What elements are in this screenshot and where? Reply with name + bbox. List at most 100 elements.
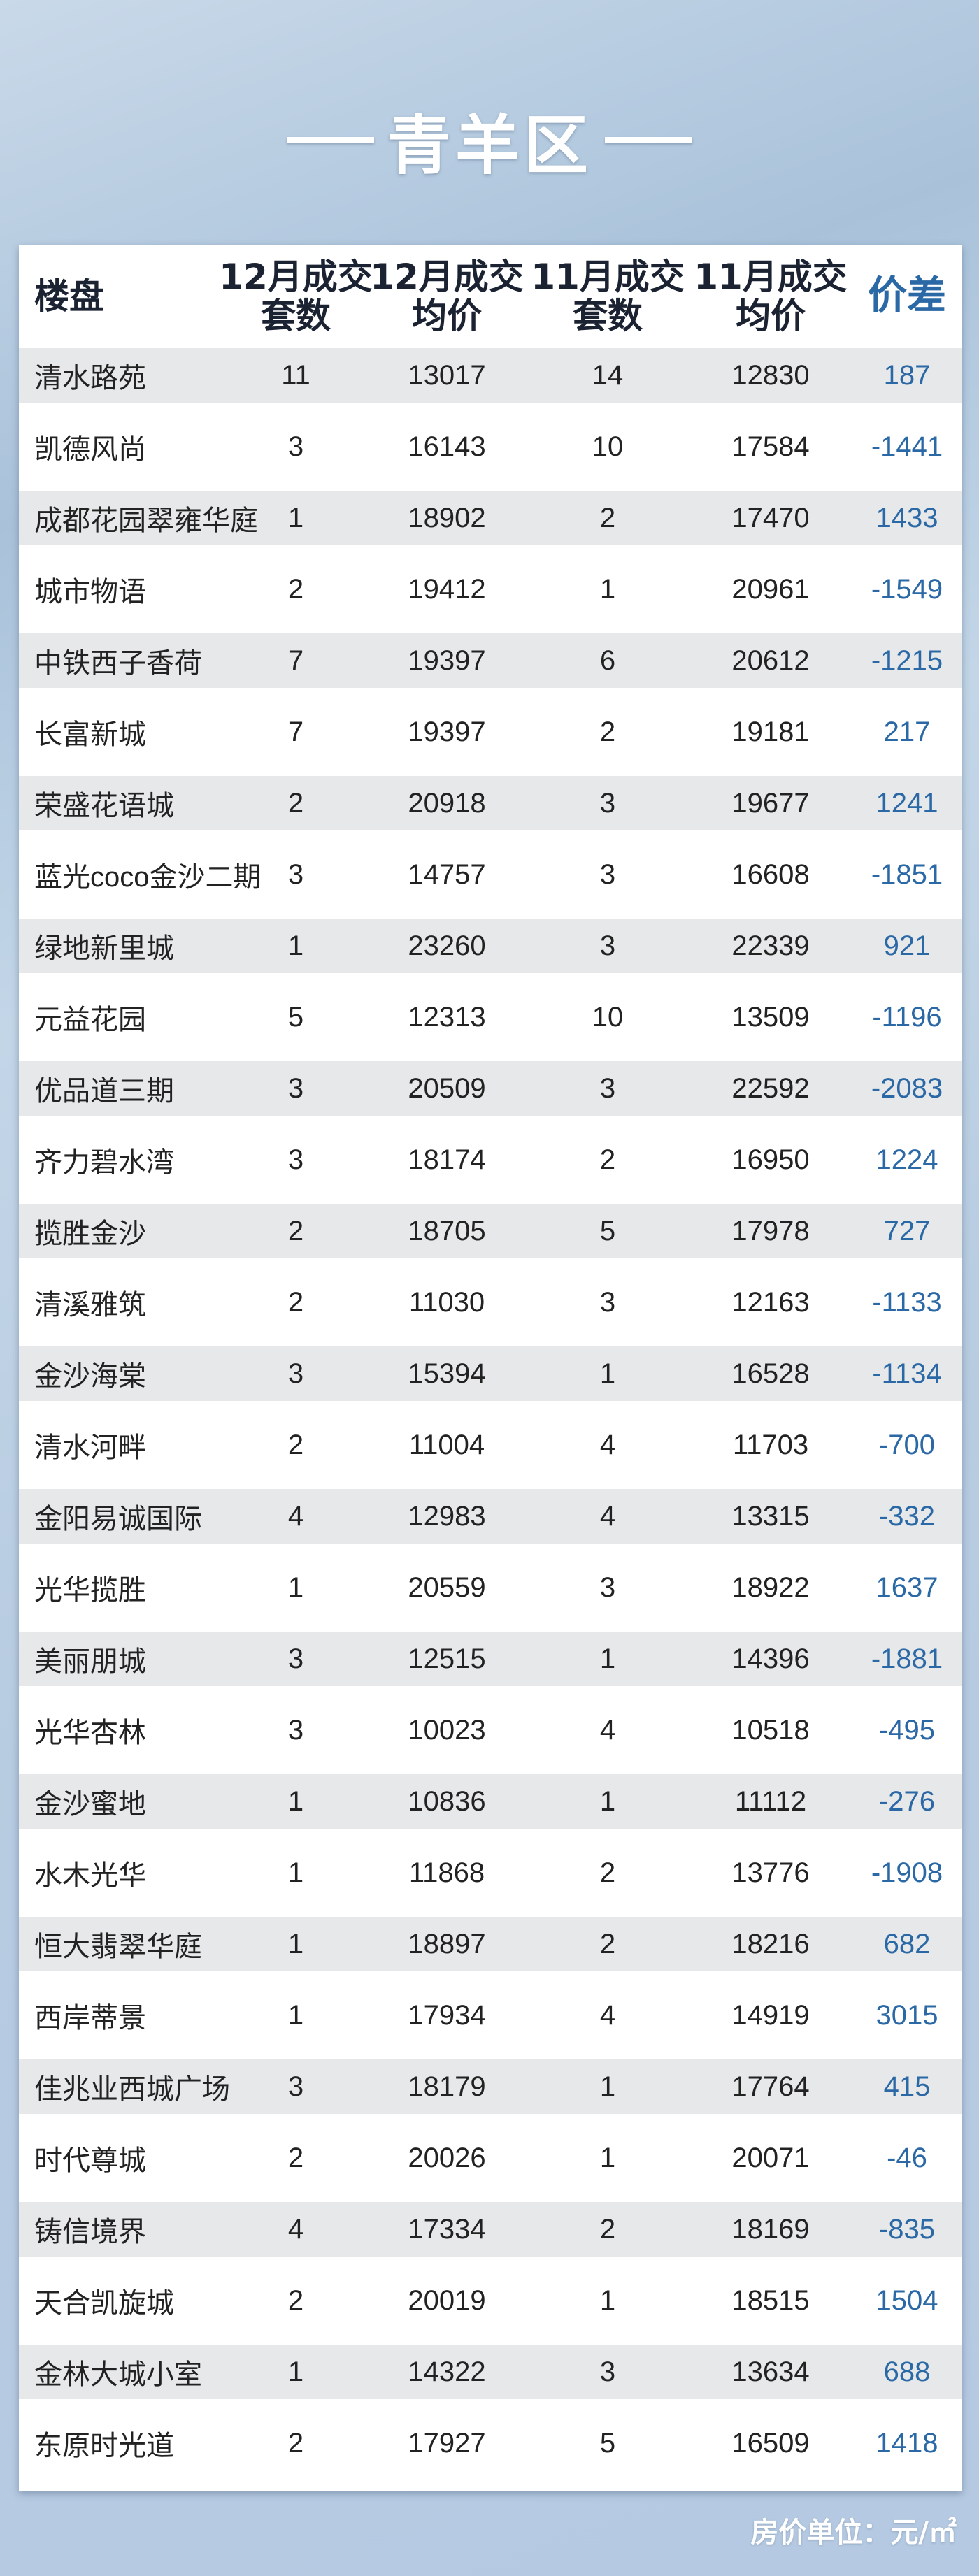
project-name-cell: 美丽朋城	[34, 1646, 146, 1677]
project-name-cell: 东原时光道	[34, 2431, 174, 2461]
nov-units-cell: 1	[599, 1643, 616, 1674]
dec-units-cell: 2	[287, 1215, 304, 1246]
price-diff-cell: 3015	[876, 1999, 938, 2031]
dec-price-cell: 17934	[408, 1999, 486, 2031]
project-name-cell: 中铁西子香荷	[34, 648, 202, 679]
price-diff-cell: -332	[878, 1500, 936, 1532]
nov-price-cell: 20961	[731, 573, 810, 605]
price-diff-cell: -1196	[872, 1001, 942, 1032]
table-row: 佳兆业西城广场 3 18179 1 17764 415	[19, 2059, 962, 2114]
header-line: 11月成交	[694, 257, 848, 297]
nov-price-cell: 16950	[731, 1144, 810, 1175]
price-diff-cell: -1881	[871, 1643, 943, 1674]
dec-units-cell: 7	[287, 716, 304, 747]
project-name-cell: 金沙海棠	[34, 1361, 146, 1392]
nov-units-cell: 1	[599, 573, 616, 605]
nov-units-cell: 14	[592, 359, 624, 391]
nov-price-cell: 19181	[731, 716, 810, 747]
dec-price-cell: 11868	[408, 1857, 485, 1888]
dec-price-cell: 19397	[408, 645, 486, 676]
dec-units-cell: 1	[287, 930, 304, 961]
nov-units-cell: 6	[599, 645, 616, 676]
price-table: 楼盘 12月成交 套数 12月成交 均价 11月成交 套数 11月成交 均价 价差 清水…	[19, 245, 962, 2491]
nov-price-cell: 13634	[731, 2356, 810, 2387]
header-name: 楼盘	[34, 245, 104, 348]
project-name-cell: 西岸蒂景	[34, 2003, 146, 2034]
header-line: 套数	[573, 296, 643, 336]
dec-price-cell: 19412	[408, 573, 486, 605]
table-row: 优品道三期 3 20509 3 22592 -2083	[19, 1061, 962, 1116]
nov-price-cell: 11703	[732, 1429, 809, 1460]
table-row: 蓝光coco金沙二期 3 14757 3 16608 -1851	[19, 830, 962, 919]
price-diff-cell: -835	[878, 2213, 936, 2245]
table-row: 金阳易诚国际 4 12983 4 13315 -332	[19, 1489, 962, 1544]
dec-units-cell: 3	[287, 1358, 304, 1389]
price-diff-cell: 1504	[876, 2284, 938, 2316]
dec-price-cell: 16143	[408, 431, 486, 462]
nov-price-cell: 20612	[731, 645, 810, 676]
project-name-cell: 荣盛花语城	[34, 791, 174, 821]
header-line: 套数	[261, 296, 331, 336]
table-row: 揽胜金沙 2 18705 5 17978 727	[19, 1204, 962, 1258]
price-diff-cell: -1134	[872, 1358, 942, 1389]
nov-price-cell: 13776	[731, 1857, 810, 1888]
project-name-cell: 成都花园翠雍华庭	[34, 505, 258, 536]
dec-units-cell: 4	[287, 1500, 304, 1532]
price-diff-cell: -495	[878, 1714, 936, 1746]
header-nov-units: 11月成交 套数	[531, 245, 685, 348]
project-name-cell: 恒大翡翠华庭	[34, 1931, 202, 1962]
page-title: 青羊区	[0, 98, 979, 183]
table-row: 天合凯旋城 2 20019 1 18515 1504	[19, 2257, 962, 2345]
nov-units-cell: 5	[599, 1215, 616, 1246]
dec-units-cell: 2	[287, 2427, 304, 2459]
unit-note: 房价单位：元/㎡	[750, 2517, 957, 2549]
nov-units-cell: 4	[599, 1429, 616, 1460]
header-diff-label: 价差	[868, 273, 946, 319]
table-row: 清水河畔 2 11004 4 11703 -700	[19, 1401, 962, 1489]
dec-units-cell: 2	[287, 787, 304, 819]
project-name-cell: 优品道三期	[34, 1076, 174, 1107]
dec-units-cell: 11	[281, 359, 310, 391]
dec-price-cell: 20019	[408, 2284, 486, 2316]
price-diff-cell: 1241	[876, 787, 938, 819]
dec-price-cell: 15394	[408, 1358, 486, 1389]
dec-units-cell: 2	[287, 2284, 304, 2316]
price-diff-cell: -1908	[871, 1857, 943, 1888]
table-row: 绿地新里城 1 23260 3 22339 921	[19, 919, 962, 973]
nov-price-cell: 17764	[731, 2071, 810, 2102]
table-row: 城市物语 2 19412 1 20961 -1549	[19, 545, 962, 633]
title-dash-right	[605, 136, 692, 143]
dec-price-cell: 20559	[408, 1571, 486, 1603]
dec-price-cell: 20918	[408, 787, 486, 819]
dec-price-cell: 13017	[408, 359, 486, 391]
table-row: 荣盛花语城 2 20918 3 19677 1241	[19, 776, 962, 830]
dec-units-cell: 3	[287, 431, 304, 462]
header-line: 12月成交	[370, 257, 524, 297]
project-name-cell: 绿地新里城	[34, 933, 174, 964]
header-line: 12月成交	[219, 257, 373, 297]
project-name-cell: 金沙蜜地	[34, 1789, 146, 1820]
nov-price-cell: 17470	[731, 502, 810, 533]
price-diff-cell: 1637	[876, 1571, 938, 1603]
project-name-cell: 清溪雅筑	[34, 1290, 146, 1321]
nov-units-cell: 2	[599, 716, 616, 747]
table-row: 时代尊城 2 20026 1 20071 -46	[19, 2114, 962, 2202]
nov-price-cell: 18515	[731, 2284, 810, 2316]
price-diff-cell: -2083	[871, 1072, 943, 1104]
header-nov-price: 11月成交 均价	[694, 245, 848, 348]
project-name-cell: 凯德风尚	[34, 434, 146, 465]
nov-price-cell: 14396	[731, 1643, 810, 1674]
dec-units-cell: 1	[287, 1571, 304, 1603]
dec-units-cell: 1	[287, 2356, 304, 2387]
header-line: 均价	[736, 296, 806, 336]
table-row: 清溪雅筑 2 11030 3 12163 -1133	[19, 1258, 962, 1346]
nov-units-cell: 4	[599, 1500, 616, 1532]
table-row: 清水路苑 11 13017 14 12830 187	[19, 348, 962, 403]
nov-units-cell: 3	[599, 1571, 616, 1603]
price-diff-cell: -46	[887, 2142, 927, 2173]
table-row: 金林大城小室 1 14322 3 13634 688	[19, 2345, 962, 2399]
table-row: 凯德风尚 3 16143 10 17584 -1441	[19, 403, 962, 491]
dec-units-cell: 2	[287, 573, 304, 605]
nov-units-cell: 3	[599, 1286, 616, 1318]
nov-price-cell: 12830	[731, 359, 810, 391]
